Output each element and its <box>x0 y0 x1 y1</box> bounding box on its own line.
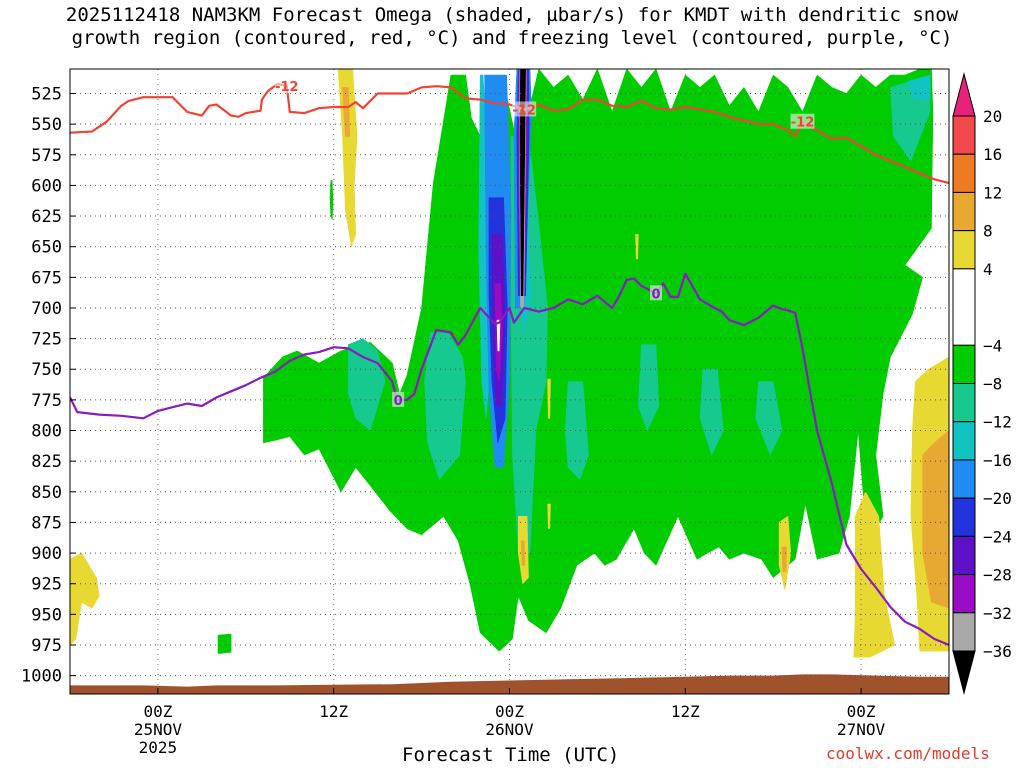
y-tick-label-725: 725 <box>31 330 62 350</box>
omega-region-23 <box>519 69 526 297</box>
x-tick-label-6-1: 00Z <box>143 702 172 721</box>
omega-region-18 <box>496 319 501 352</box>
omega-region-29 <box>547 503 551 529</box>
colorbar: 20 16 12 8 4 −4 −8 −12 −16 −20 −24 −28 −32 −36 <box>952 72 1012 695</box>
omega-region-33 <box>70 552 100 646</box>
contour-label-bg-0-0 <box>274 78 299 94</box>
y-tick-label-900: 900 <box>31 544 62 564</box>
colorbar-label-3: 8 <box>983 222 993 241</box>
x-tick-label-6-2: 25NOV <box>134 720 183 739</box>
omega-region-2 <box>217 633 232 654</box>
colorbar-segment-0 <box>952 115 976 155</box>
x-tick-label-54-2: 27NOV <box>837 720 886 739</box>
contour-label-bg-0-2 <box>790 113 815 129</box>
contour-label-1-1: 0 <box>651 287 660 302</box>
y-tick-label-600: 600 <box>31 176 62 196</box>
colorbar-label-8: −16 <box>983 451 1012 470</box>
colorbar-over-arrow <box>952 72 976 117</box>
colorbar-label-0: 20 <box>983 107 1002 126</box>
colorbar-label-7: −12 <box>983 413 1012 432</box>
y-tick-label-525: 525 <box>31 85 62 105</box>
colorbar-segment-7 <box>952 421 976 461</box>
colorbar-segment-12 <box>952 612 976 652</box>
contour-line-0 <box>70 82 949 185</box>
contour-label-1-0: 0 <box>394 394 403 409</box>
contour-line-1 <box>70 272 949 647</box>
y-tick-label-550: 550 <box>31 115 62 135</box>
x-tick-label-30-1: 00Z <box>495 702 524 721</box>
credit-text: coolwx.com/models <box>826 744 990 763</box>
y-tick-label-575: 575 <box>31 146 62 166</box>
colorbar-segment-9 <box>952 497 976 537</box>
x-tick-label-6-3: 2025 <box>139 738 178 757</box>
colorbar-label-12: −32 <box>983 604 1012 623</box>
colorbar-segment-6 <box>952 383 976 423</box>
omega-region-1 <box>329 180 334 220</box>
colorbar-segment-1 <box>952 153 976 193</box>
omega-region-28 <box>547 378 551 419</box>
y-tick-label-800: 800 <box>31 422 62 442</box>
omega-region-25 <box>342 87 351 137</box>
x-tick-label-42-1: 12Z <box>671 702 700 721</box>
omega-region-24 <box>337 69 358 247</box>
colorbar-label-6: −8 <box>983 375 1002 394</box>
chart-title-line-2: growth region (contoured, red, °C) and f… <box>71 27 953 49</box>
colorbar-label-11: −28 <box>983 566 1012 585</box>
x-tick-label-54-1: 00Z <box>847 702 876 721</box>
colorbar-segment-5 <box>952 344 976 384</box>
colorbar-label-2: 12 <box>983 183 1002 202</box>
y-tick-label-875: 875 <box>31 513 62 533</box>
y-tick-label-750: 750 <box>31 360 62 380</box>
contour-label-bg-1-1 <box>650 285 662 301</box>
omega-region-13 <box>907 74 931 100</box>
colorbar-label-10: −24 <box>983 527 1012 546</box>
omega-region-36 <box>922 430 949 609</box>
omega-region-31 <box>781 546 787 572</box>
y-tick-label-625: 625 <box>31 207 62 227</box>
colorbar-segment-11 <box>952 574 976 614</box>
contour-label-0-1: -12 <box>512 103 536 118</box>
omega-shading-layer <box>70 69 949 658</box>
x-axis-title: Forecast Time (UTC) <box>402 744 620 766</box>
contour-label-bg-0-1 <box>512 101 537 117</box>
colorbar-label-5: −4 <box>983 336 1002 355</box>
contour-line-layer: -12 -12 -12 0 0 <box>70 78 949 647</box>
y-tick-label-700: 700 <box>31 299 62 319</box>
y-tick-label-775: 775 <box>31 391 62 411</box>
colorbar-segment-10 <box>952 535 976 576</box>
omega-region-34 <box>853 491 896 658</box>
colorbar-segment-4 <box>952 268 976 346</box>
omega-region-7 <box>638 344 660 431</box>
y-tick-label-975: 975 <box>31 636 62 656</box>
y-tick-label-650: 650 <box>31 238 62 258</box>
colorbar-segment-2 <box>952 191 976 232</box>
y-tick-label-925: 925 <box>31 575 62 595</box>
colorbar-label-4: 4 <box>983 260 993 279</box>
x-tick-label-30-2: 26NOV <box>485 720 534 739</box>
chart-title-line-1: 2025112418 NAM3KM Forecast Omega (shaded… <box>65 4 959 26</box>
y-tick-label-950: 950 <box>31 605 62 625</box>
colorbar-segment-3 <box>952 230 976 270</box>
y-axis-tick-labels: 525 550 575 600 625 650 675 700 725 750 775 800 825 8… <box>21 85 76 687</box>
contour-label-0-2: -12 <box>791 116 815 131</box>
colorbar-label-13: −36 <box>983 642 1012 661</box>
colorbar-label-9: −20 <box>983 489 1012 508</box>
omega-region-32 <box>635 234 639 260</box>
omega-region-27 <box>520 540 526 566</box>
y-tick-label-850: 850 <box>31 483 62 503</box>
contour-label-0-0: -12 <box>275 80 299 95</box>
colorbar-label-1: 16 <box>983 145 1002 164</box>
colorbar-segment-8 <box>952 459 976 499</box>
x-tick-label-18-1: 12Z <box>319 702 348 721</box>
y-tick-label-825: 825 <box>31 452 62 472</box>
y-tick-label-1000: 1000 <box>21 667 62 687</box>
grid-layer <box>70 69 949 694</box>
contour-label-bg-1-0 <box>392 391 405 407</box>
colorbar-under-arrow <box>952 650 976 695</box>
y-tick-label-675: 675 <box>31 268 62 288</box>
